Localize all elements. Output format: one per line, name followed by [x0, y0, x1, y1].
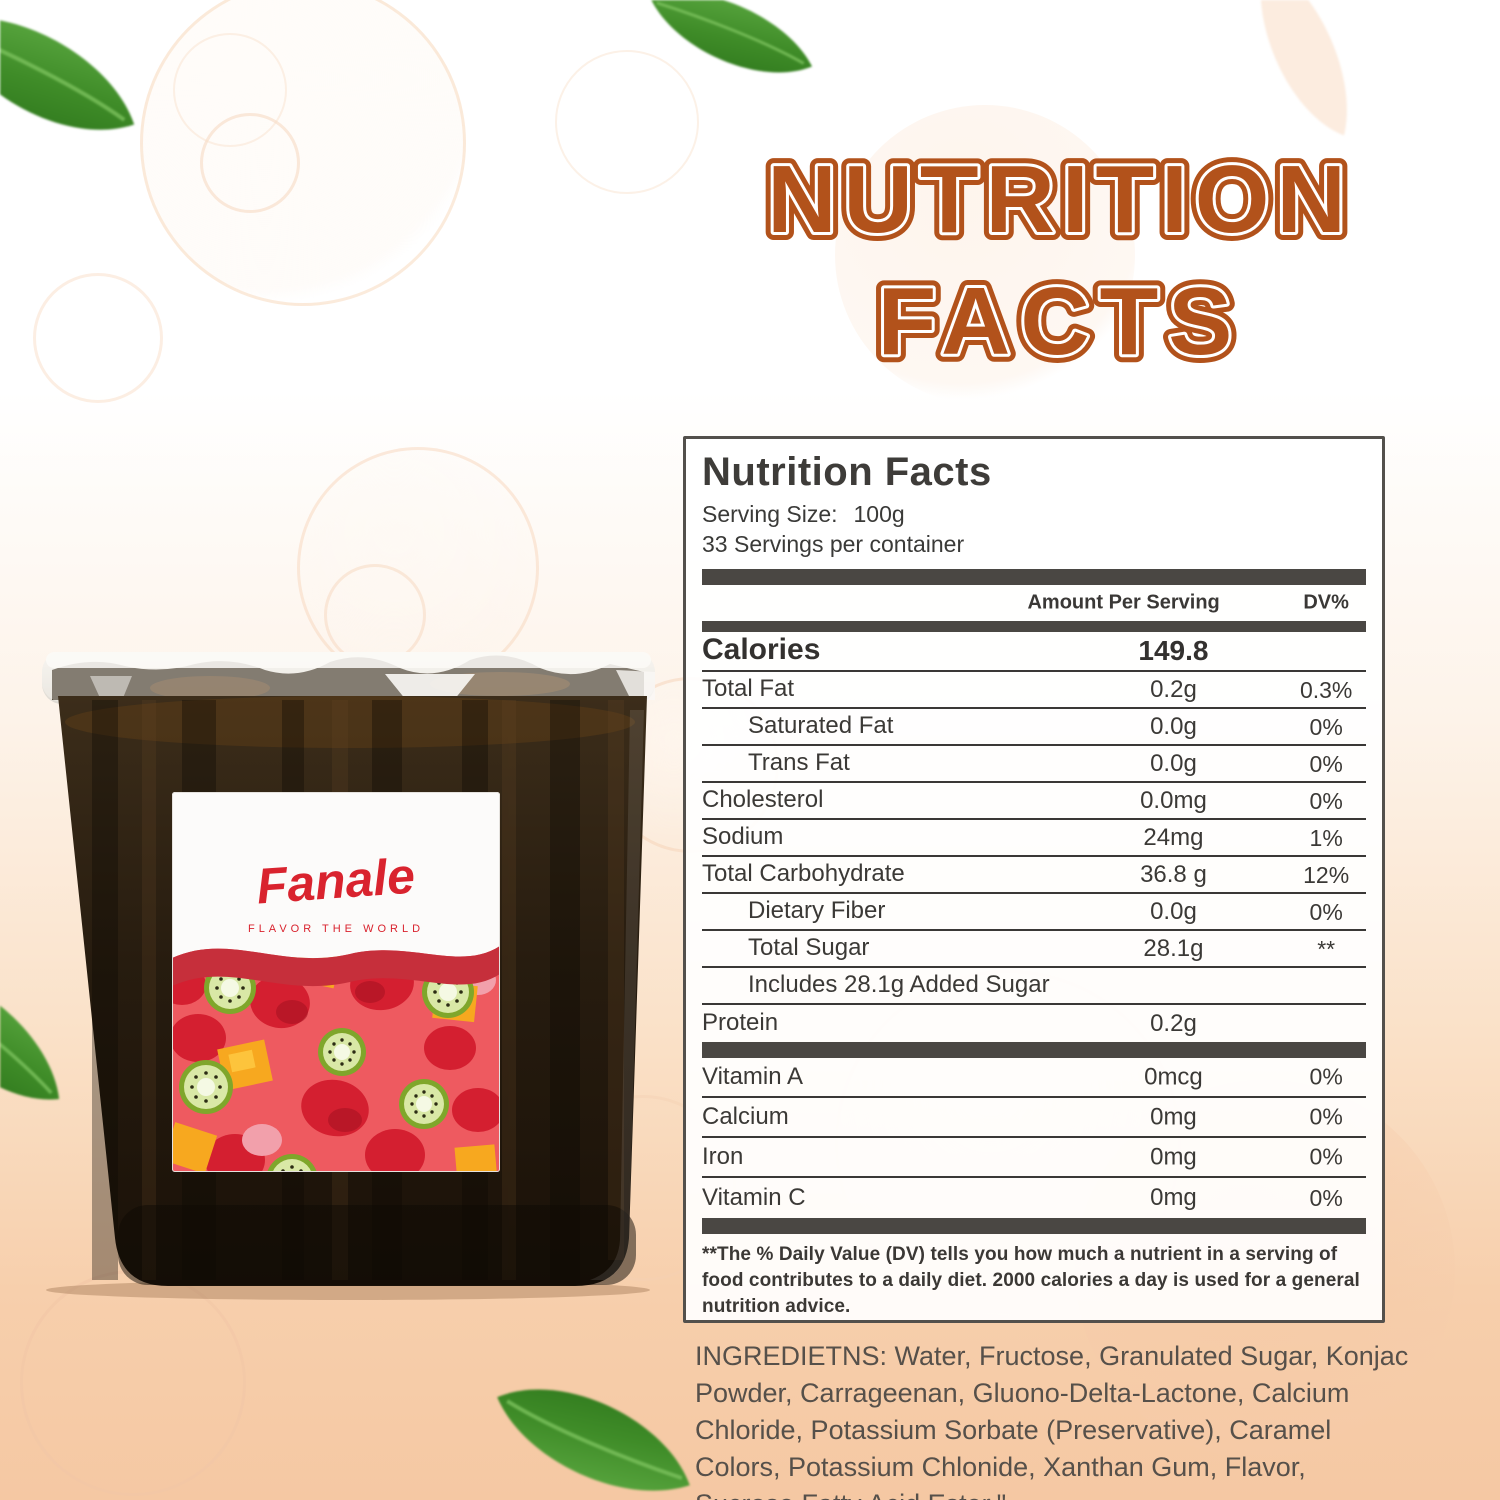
nutrient-dv: 0%	[1309, 1185, 1343, 1211]
nutrient-amount: 0.2g	[1150, 675, 1197, 703]
dv-footnote: **The % Daily Value (DV) tells you how m…	[702, 1244, 1360, 1317]
nutrient-row: Cholesterol 0.0mg 0%	[702, 783, 1366, 820]
nutrient-amount: 0mg	[1150, 1184, 1197, 1211]
product-label: Fanale FLAVOR THE WORLD	[172, 792, 500, 1172]
peach-leaf-icon	[1260, 0, 1347, 136]
nutrient-label: Protein	[702, 1009, 779, 1036]
nutrient-row: Total Carbohydrate 36.8 g 12%	[702, 857, 1366, 894]
dv-column-header: DV%	[1303, 591, 1349, 614]
page-title: NUTRITION NUTRITION FACTS FACTS	[759, 138, 1354, 383]
nutrient-label: Iron	[702, 1143, 744, 1170]
nutrition-facts-heading: Nutrition Facts	[702, 450, 992, 494]
leaf-icon	[650, 0, 813, 73]
nutrient-label: Total Sugar	[748, 934, 870, 961]
nutrient-amount: 28.1g	[1143, 934, 1204, 962]
nutrient-dv: **	[1317, 935, 1336, 962]
nutrient-dv: 0%	[1309, 1143, 1343, 1170]
nutrient-label: Calcium	[702, 1103, 789, 1130]
amount-column-header: Amount Per Serving	[1027, 591, 1220, 614]
nutrient-dv: 0%	[1309, 898, 1343, 925]
nutrient-row: Dietary Fiber 0.0g 0%	[702, 894, 1366, 931]
title-line2-outline: FACTS	[878, 268, 1243, 375]
brand-logo: Fanale	[255, 848, 417, 915]
nutrient-label: Saturated Fat	[748, 712, 894, 739]
title-line1: NUTRITION	[767, 146, 1353, 253]
brand-tagline: FLAVOR THE WORLD	[248, 923, 424, 935]
nutrient-row: Total Sugar 28.1g **	[702, 931, 1366, 968]
nutrient-amount: 0mg	[1150, 1143, 1197, 1171]
nutrient-dv: 0%	[1309, 1063, 1343, 1090]
vitamin-row: Calcium 0mg 0%	[702, 1098, 1366, 1138]
nutrient-amount: 0.0g	[1150, 749, 1197, 777]
serving-size-line: Serving Size: 100g	[702, 499, 1366, 529]
nutrient-row: Protein 0.2g	[702, 1005, 1366, 1042]
ingredients-text: INGREDIETNS: Water, Fructose, Granulated…	[695, 1341, 1409, 1500]
servings-per-container: 33 Servings per container	[702, 531, 965, 557]
nutrient-label: Total Carbohydrate	[702, 860, 905, 887]
nutrient-amount: 0.2g	[1150, 1009, 1197, 1037]
nutrient-dv: 0%	[1309, 750, 1343, 777]
nutrient-amount: 0.0g	[1150, 712, 1197, 740]
nutrient-amount: 36.8 g	[1140, 860, 1207, 888]
nutrient-amount: 0.0mg	[1140, 786, 1207, 814]
label-wave	[172, 946, 500, 987]
nutrient-amount: 0mcg	[1144, 1063, 1203, 1091]
calories-label: Calories	[702, 633, 821, 666]
calories-row: Calories 149.8	[702, 632, 1366, 672]
label-top-area	[172, 792, 500, 959]
nutrient-amount: 0.0g	[1150, 897, 1197, 925]
divider-bar	[702, 569, 1366, 585]
nutrient-label: Sodium	[702, 823, 784, 850]
vitamin-row: Iron 0mg 0%	[702, 1138, 1366, 1178]
nutrition-facts-panel: Nutrition Facts Serving Size: 100g 33 Ser…	[683, 436, 1385, 1323]
divider-bar	[702, 621, 1366, 632]
nutrient-label: Vitamin A	[702, 1063, 803, 1090]
nutrient-label: Trans Fat	[748, 749, 850, 776]
serving-size-label: Serving Size:	[702, 501, 838, 527]
nutrient-row: Trans Fat 0.0g 0%	[702, 746, 1366, 783]
vitamin-row: Vitamin C 0mg 0%	[702, 1178, 1366, 1218]
vitamin-row: Vitamin A 0mcg 0%	[702, 1058, 1366, 1098]
column-header-row: Amount Per Serving DV%	[702, 585, 1366, 621]
leaf-icon	[0, 970, 60, 1100]
nutrient-dv: 0%	[1309, 787, 1343, 814]
serving-size-value: 100g	[853, 501, 905, 527]
nutrient-row: Saturated Fat 0.0g 0%	[702, 709, 1366, 746]
nutrient-row: Sodium 24mg 1%	[702, 820, 1366, 857]
divider-bar	[702, 1218, 1366, 1234]
divider-bar	[702, 1042, 1366, 1058]
leaf-icon	[0, 17, 135, 130]
nutrient-amount: 24mg	[1143, 823, 1204, 851]
nutrient-dv: 12%	[1303, 861, 1350, 888]
nutrient-label: Includes 28.1g Added Sugar	[748, 971, 1050, 998]
title-line2: FACTS	[878, 268, 1243, 375]
nutrient-label: Cholesterol	[702, 786, 824, 813]
calories-value: 149.8	[1138, 635, 1209, 666]
nutrient-dv: 1%	[1309, 824, 1343, 851]
nutrient-label: Vitamin C	[702, 1184, 806, 1211]
leaf-icon	[497, 1389, 690, 1491]
nutrient-row: Total Fat 0.2g 0.3%	[702, 672, 1366, 709]
nutrient-label: Dietary Fiber	[748, 897, 886, 924]
nutrient-dv: 0.3%	[1299, 676, 1353, 703]
nutrient-dv: 0%	[1309, 1103, 1343, 1130]
title-line1-outline: NUTRITION	[767, 146, 1353, 253]
nutrient-dv: 0%	[1309, 713, 1343, 740]
nutrient-amount: 0mg	[1150, 1103, 1197, 1131]
product-photo: Fanale FLAVOR THE WORLD	[42, 652, 655, 1300]
nutrient-row: Includes 28.1g Added Sugar	[702, 968, 1366, 1005]
nutrient-label: Total Fat	[702, 675, 795, 702]
